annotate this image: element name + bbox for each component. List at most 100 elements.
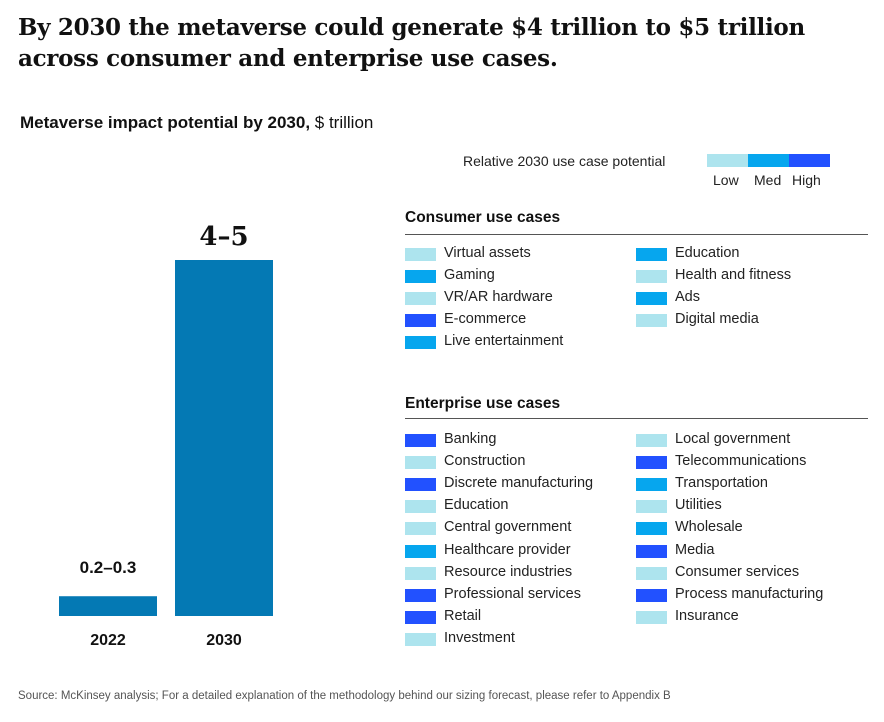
use-case-label: Resource industries xyxy=(444,563,573,580)
potential-swatch xyxy=(405,456,436,470)
use-case-label: Education xyxy=(444,497,509,514)
use-case-label: Ads xyxy=(675,289,700,306)
potential-swatch xyxy=(405,434,436,447)
use-case-label: Live entertainment xyxy=(444,333,564,350)
use-case-label: Retail xyxy=(444,607,482,624)
use-case-label: VR/AR hardware xyxy=(444,289,553,306)
potential-swatch xyxy=(636,478,667,492)
potential-swatch xyxy=(636,522,667,536)
consumer-item-ads: Ads xyxy=(636,288,866,308)
enterprise-item-resource-industries: Resource industries xyxy=(405,563,635,583)
potential-swatch xyxy=(405,248,436,261)
use-case-label: Healthcare provider xyxy=(444,541,571,558)
data-label-2022: 0.2–0.3 xyxy=(80,558,137,577)
potential-swatch xyxy=(636,500,667,514)
consumer-item-virtual-assets: Virtual assets xyxy=(405,244,635,264)
use-case-label: Utilities xyxy=(675,497,722,514)
use-case-label: Banking xyxy=(444,431,497,447)
potential-swatch xyxy=(636,456,667,470)
use-case-label: Education xyxy=(675,245,740,261)
consumer-item-e-commerce: E-commerce xyxy=(405,310,635,330)
enterprise-item-central-government: Central government xyxy=(405,518,635,538)
key-label-med: Med xyxy=(754,172,782,188)
use-case-label: Health and fitness xyxy=(675,267,792,284)
enterprise-item-wholesale: Wholesale xyxy=(636,518,866,538)
key-swatch-med xyxy=(748,154,789,167)
consumer-item-digital-media: Digital media xyxy=(636,310,866,330)
potential-swatch xyxy=(405,292,436,306)
potential-swatch xyxy=(405,544,436,558)
potential-swatch xyxy=(405,270,436,284)
key-label-high: High xyxy=(792,172,821,188)
use-case-label: Central government xyxy=(444,519,572,536)
use-case-label: Professional services xyxy=(444,585,581,602)
potential-swatch xyxy=(636,314,667,328)
potential-swatch xyxy=(405,610,436,624)
consumer-divider xyxy=(405,234,868,235)
potential-swatch xyxy=(636,292,667,306)
consumer-item-vr-ar-hardware: VR/AR hardware xyxy=(405,288,635,308)
potential-swatch xyxy=(636,566,667,580)
key-swatch-high xyxy=(789,154,830,167)
use-case-label: Consumer services xyxy=(675,563,800,580)
use-case-label: Investment xyxy=(444,629,515,646)
enterprise-item-consumer-services: Consumer services xyxy=(636,563,866,583)
enterprise-item-professional-services: Professional services xyxy=(405,585,635,605)
enterprise-item-insurance: Insurance xyxy=(636,607,866,627)
potential-swatch xyxy=(636,270,667,284)
use-case-label: E-commerce xyxy=(444,311,527,328)
enterprise-section-title: Enterprise use cases xyxy=(405,395,561,412)
potential-swatch xyxy=(636,610,667,624)
consumer-item-education: Education xyxy=(636,244,866,264)
enterprise-item-process-manufacturing: Process manufacturing xyxy=(636,585,866,605)
use-case-label: Gaming xyxy=(444,267,495,284)
potential-swatch xyxy=(636,588,667,602)
use-case-label: Media xyxy=(675,541,715,558)
chart-title-unit: $ trillion xyxy=(310,113,374,132)
bar-chart: 0.2–0.3 2022 4–5 2030 xyxy=(59,222,273,649)
use-case-label: Transportation xyxy=(675,475,768,492)
enterprise-item-media: Media xyxy=(636,541,866,561)
use-case-label: Digital media xyxy=(675,311,759,328)
potential-swatch xyxy=(636,248,667,261)
source-note: Source: McKinsey analysis; For a detaile… xyxy=(18,690,671,702)
use-case-label: Process manufacturing xyxy=(675,585,824,602)
use-case-label: Local government xyxy=(675,431,791,447)
potential-swatch xyxy=(405,478,436,492)
potential-swatch xyxy=(405,588,436,602)
use-case-label: Discrete manufacturing xyxy=(444,475,594,492)
use-case-label: Construction xyxy=(444,453,526,470)
key-label-low: Low xyxy=(713,172,739,188)
bar-2022 xyxy=(59,596,157,616)
enterprise-item-construction: Construction xyxy=(405,452,635,472)
x-tick-label-2022: 2022 xyxy=(90,632,126,649)
enterprise-item-education: Education xyxy=(405,496,635,516)
enterprise-item-transportation: Transportation xyxy=(636,474,866,494)
bar-2030 xyxy=(175,260,273,616)
potential-swatch xyxy=(405,632,436,646)
potential-swatch xyxy=(405,522,436,536)
enterprise-item-utilities: Utilities xyxy=(636,496,866,516)
chart-title-main: Metaverse impact potential by 2030, xyxy=(20,113,311,132)
use-case-label: Telecommunications xyxy=(675,453,807,470)
consumer-item-health-and-fitness: Health and fitness xyxy=(636,266,866,286)
potential-swatch xyxy=(405,500,436,514)
headline: By 2030 the metaverse could generate $4 … xyxy=(18,14,805,72)
key-swatch-low xyxy=(707,154,748,167)
enterprise-item-retail: Retail xyxy=(405,607,635,627)
potential-swatch xyxy=(405,566,436,580)
data-label-2030: 4–5 xyxy=(199,222,248,252)
x-tick-label-2030: 2030 xyxy=(206,632,242,649)
potential-swatch xyxy=(405,336,436,350)
potential-swatch xyxy=(405,314,436,328)
potential-swatch xyxy=(636,434,667,447)
enterprise-item-healthcare-provider: Healthcare provider xyxy=(405,541,635,561)
enterprise-item-telecommunications: Telecommunications xyxy=(636,452,866,472)
consumer-item-live-entertainment: Live entertainment xyxy=(405,332,635,352)
enterprise-item-local-government: Local government xyxy=(636,430,866,450)
consumer-section-title: Consumer use cases xyxy=(405,209,561,226)
potential-swatch xyxy=(636,544,667,558)
chart-title: Metaverse impact potential by 2030, $ tr… xyxy=(20,113,373,133)
use-case-label: Insurance xyxy=(675,607,739,624)
enterprise-item-banking: Banking xyxy=(405,430,635,450)
